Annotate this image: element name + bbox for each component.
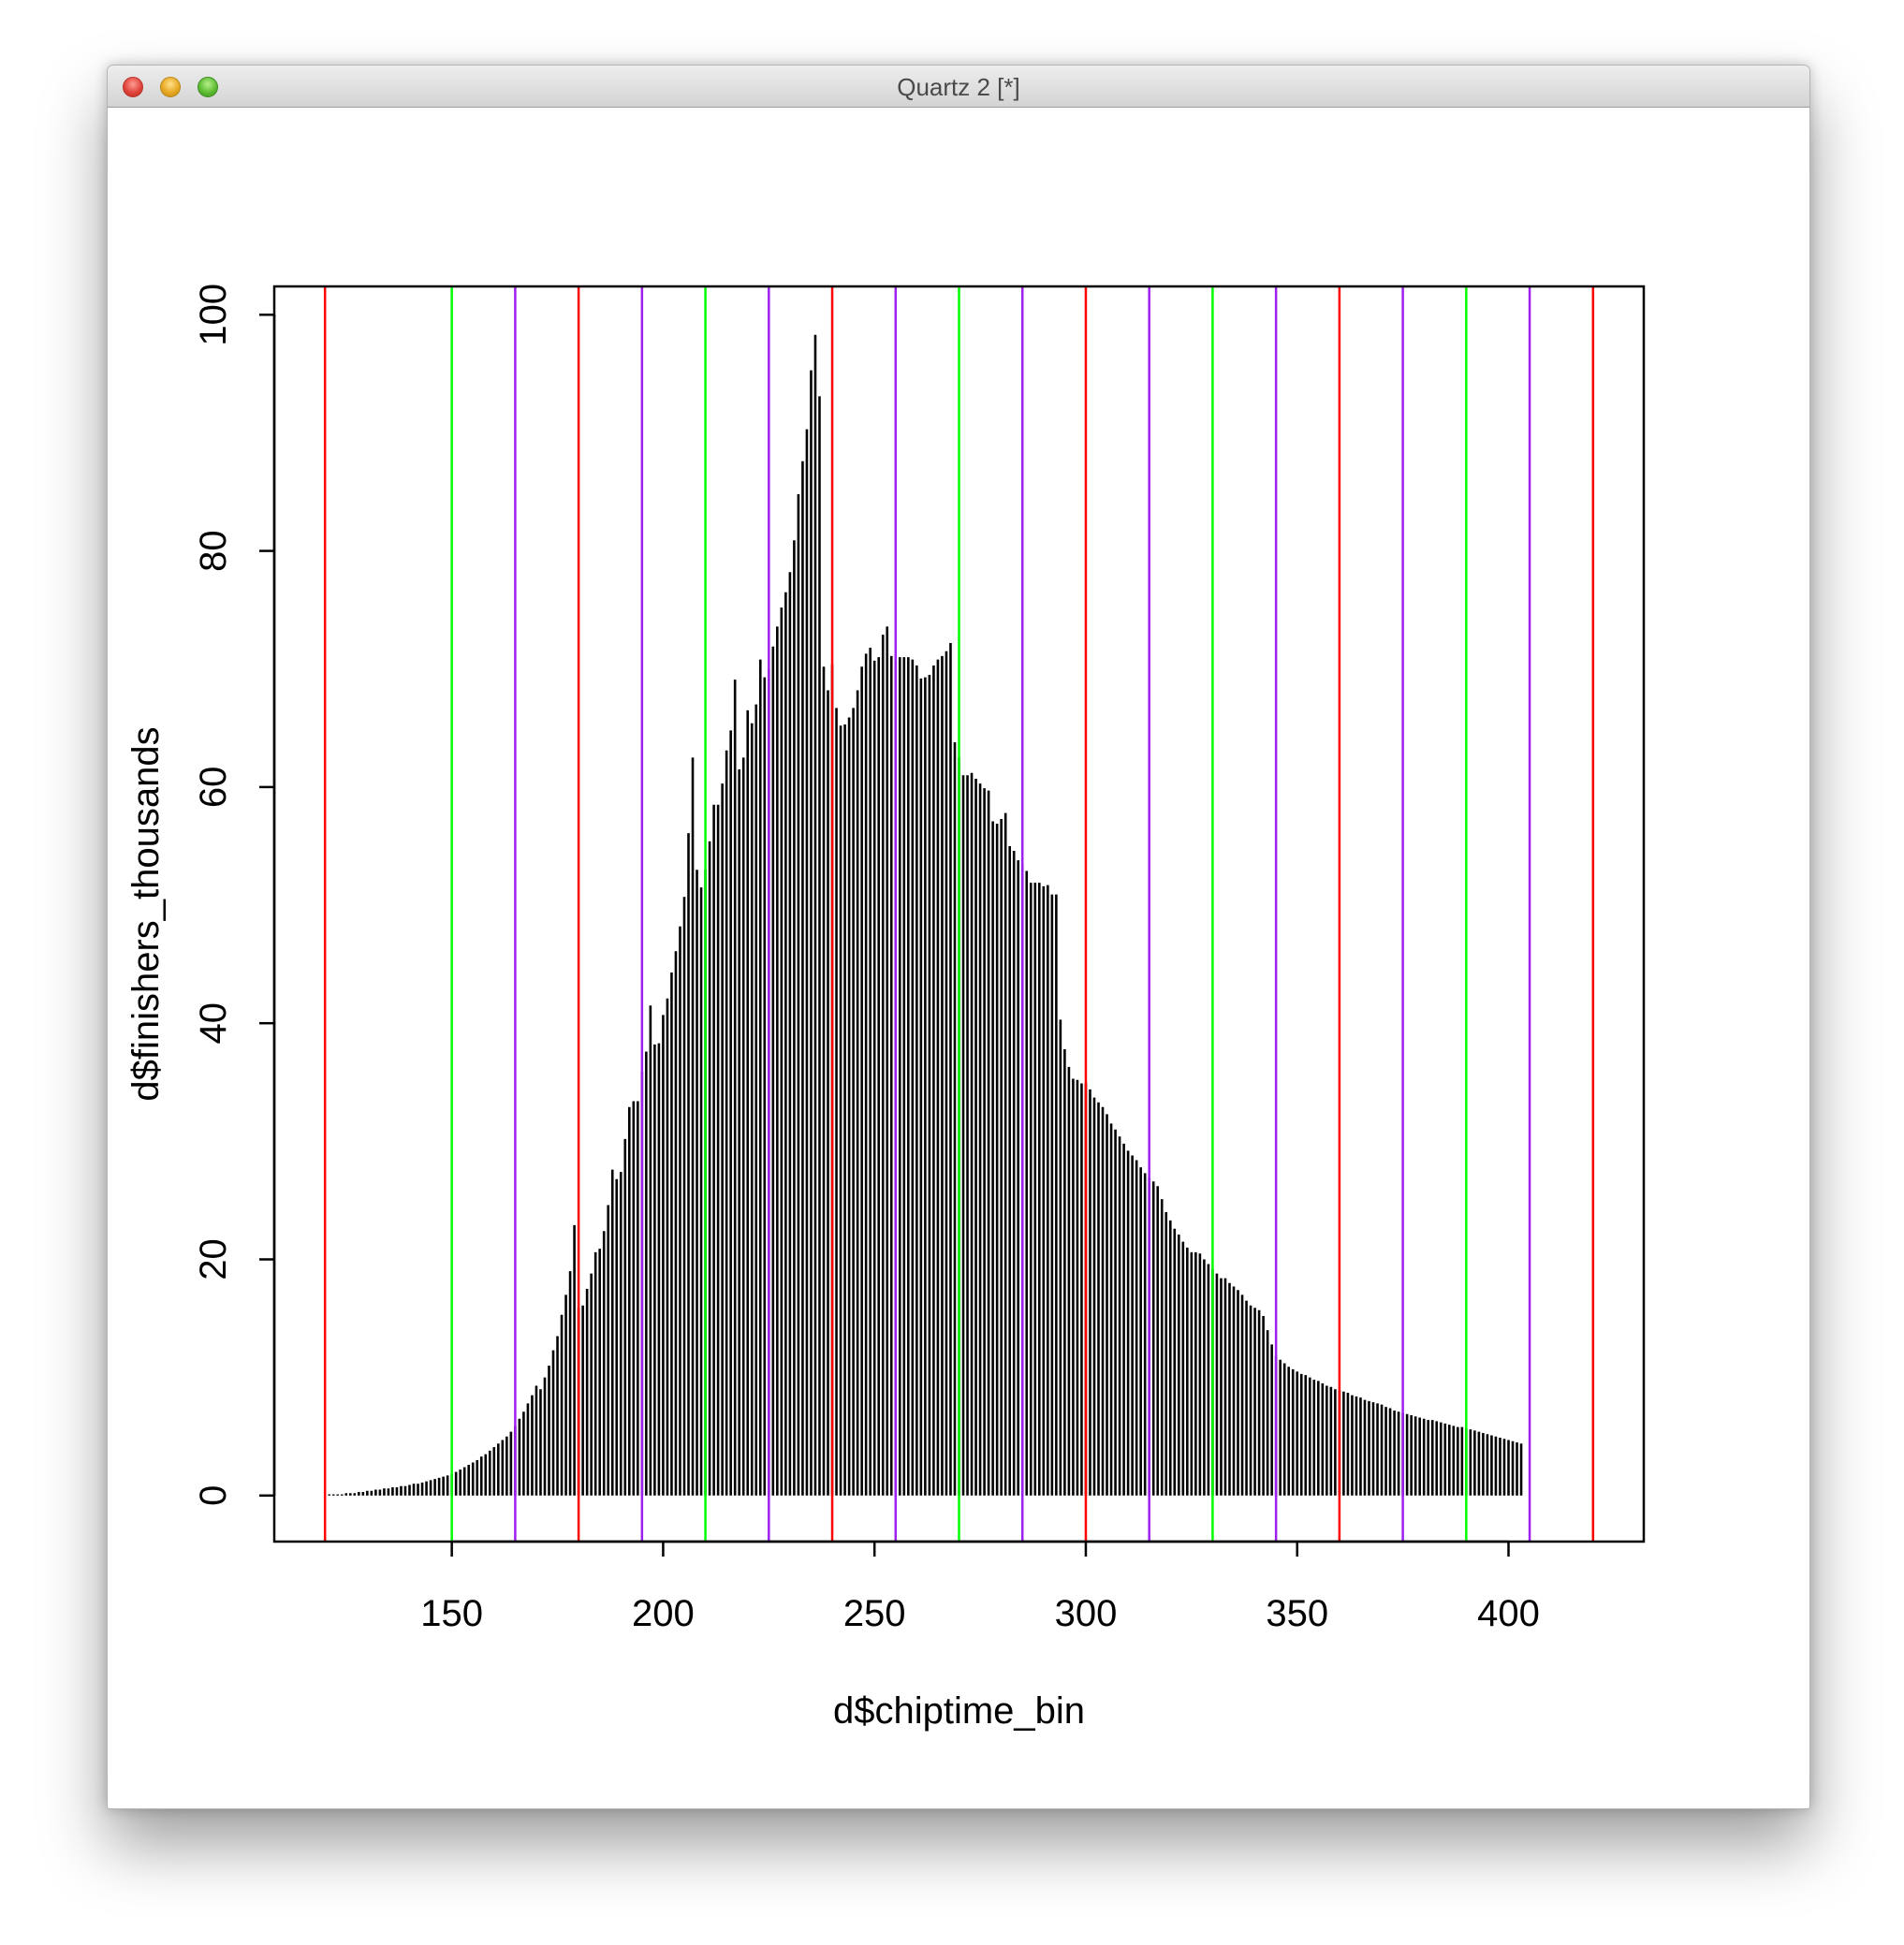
y-tick-label: 20 bbox=[193, 1238, 234, 1280]
minimize-button[interactable] bbox=[160, 77, 181, 97]
y-tick-label: 100 bbox=[193, 284, 234, 346]
y-tick-label: 60 bbox=[193, 767, 234, 809]
quartz-window: Quartz 2 [*] 150 200 250 300 350 400 0 20 40 60 8… bbox=[107, 65, 1810, 1809]
y-axis: 0 20 40 60 80 100 bbox=[193, 284, 276, 1506]
x-axis: 150 200 250 300 350 400 bbox=[420, 1540, 1540, 1634]
x-tick-label: 400 bbox=[1477, 1593, 1540, 1634]
x-tick-label: 350 bbox=[1266, 1593, 1328, 1634]
title-bar[interactable]: Quartz 2 [*] bbox=[108, 66, 1809, 108]
zoom-button[interactable] bbox=[198, 77, 218, 97]
y-tick-label: 0 bbox=[193, 1485, 234, 1506]
x-tick-label: 150 bbox=[420, 1593, 483, 1634]
reference-lines-layer bbox=[323, 286, 1595, 1542]
x-axis-label: d$chiptime_bin bbox=[833, 1690, 1085, 1732]
x-tick-label: 250 bbox=[843, 1593, 906, 1634]
bars-layer bbox=[328, 334, 1523, 1496]
window-title: Quartz 2 [*] bbox=[897, 73, 1020, 101]
histogram-chart: 150 200 250 300 350 400 0 20 40 60 80 100 d$chipti… bbox=[125, 284, 1646, 1732]
y-tick-label: 80 bbox=[193, 530, 234, 572]
x-tick-label: 200 bbox=[632, 1593, 695, 1634]
close-button[interactable] bbox=[123, 77, 143, 97]
y-tick-label: 40 bbox=[193, 1002, 234, 1045]
plot-area: 150 200 250 300 350 400 0 20 40 60 80 100 d$chipti… bbox=[108, 108, 1809, 1808]
x-tick-label: 300 bbox=[1055, 1593, 1118, 1634]
y-axis-label: d$finishers_thousands bbox=[125, 726, 167, 1101]
